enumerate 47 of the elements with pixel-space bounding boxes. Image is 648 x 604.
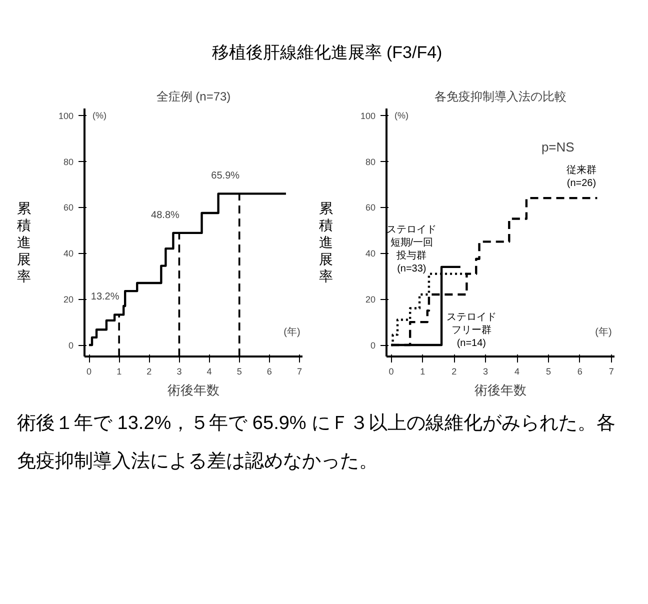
x-tick-label: 0 <box>86 366 92 377</box>
x-tick-label: 4 <box>514 366 520 377</box>
annotation: (%) <box>92 110 106 121</box>
series-label: ステロイド短期/一回投与群(n=33) <box>386 224 437 275</box>
x-tick-label: 3 <box>483 366 488 377</box>
y-tick-label: 40 <box>63 248 74 259</box>
y-tick-label: 60 <box>63 203 74 214</box>
chart-title: 移植後肝線維化進展率 (F3/F4) <box>212 42 442 64</box>
x-tick-label: 1 <box>116 366 122 377</box>
y-tick-label: 40 <box>365 248 376 259</box>
x-tick-label: 2 <box>146 366 152 377</box>
y-tick-label: 0 <box>68 340 74 351</box>
x-axis-title: 術後年数 <box>474 382 526 398</box>
annotation: 48.8% <box>151 210 180 222</box>
x-tick-label: 5 <box>236 366 242 377</box>
chart-subtitle: 全症例 (n=73) <box>156 90 231 104</box>
annotation: 65.9% <box>211 170 240 182</box>
series-label: ステロイドフリー群(n=14) <box>446 312 496 350</box>
y-tick-label: 80 <box>365 157 376 168</box>
x-tick-label: 7 <box>296 366 302 377</box>
x-tick-label: 7 <box>608 366 614 377</box>
annotation: (年) <box>284 326 300 338</box>
annotation: 13.2% <box>90 292 120 303</box>
text: 術後１年で 13.2%，５年で 65.9% にＦ３以上の線維化がみられた。各免疫抑制導入法による差は認めなかった。 <box>17 412 617 474</box>
x-tick-label: 5 <box>546 366 551 377</box>
x-tick-label: 6 <box>266 366 272 377</box>
x-tick-label: 3 <box>176 366 182 377</box>
x-tick-label: 0 <box>388 366 394 377</box>
annotation: (年) <box>595 326 612 338</box>
y-tick-label: 20 <box>63 294 74 305</box>
y-tick-label: 100 <box>360 111 376 122</box>
x-tick-label: 4 <box>206 366 212 377</box>
y-axis-title: 累積進展率 <box>319 200 333 286</box>
x-axis-title: 術後年数 <box>168 382 220 398</box>
y-tick-label: 80 <box>63 157 74 168</box>
series-label: 従来群(n=26) <box>566 164 596 190</box>
y-tick-label: 0 <box>370 340 376 351</box>
chart-subtitle: 各免疫抑制導入法の比較 <box>434 90 566 104</box>
annotation: p=NS <box>541 140 575 155</box>
annotation: (%) <box>394 110 408 121</box>
y-tick-label: 100 <box>58 111 74 122</box>
x-tick-label: 1 <box>420 366 426 377</box>
x-tick-label: 2 <box>452 366 457 377</box>
y-tick-label: 60 <box>365 203 376 214</box>
y-axis-title: 累積進展率 <box>17 200 31 286</box>
y-tick-label: 20 <box>365 294 376 305</box>
x-tick-label: 6 <box>577 366 582 377</box>
